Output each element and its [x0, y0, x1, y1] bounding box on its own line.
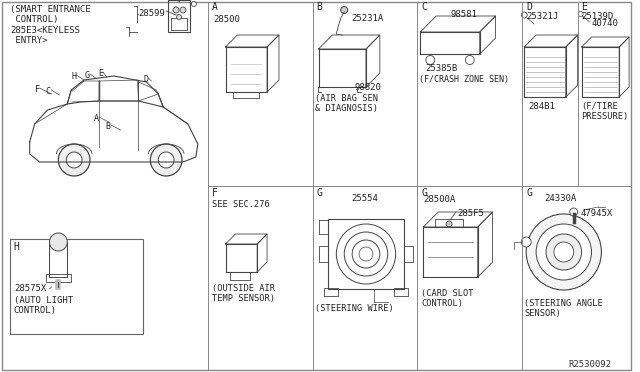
Bar [404, 246, 413, 262]
Text: H: H [71, 72, 76, 81]
Circle shape [150, 144, 182, 176]
Bar [328, 219, 404, 289]
Circle shape [570, 208, 578, 216]
Text: 98820: 98820 [354, 83, 381, 92]
Circle shape [554, 242, 573, 262]
Circle shape [521, 12, 527, 18]
Text: D: D [143, 75, 148, 84]
Text: 285E3<KEYLESS: 285E3<KEYLESS [10, 26, 80, 35]
Text: 25139D: 25139D [582, 12, 614, 21]
Text: & DIAGNOSIS): & DIAGNOSIS) [314, 104, 378, 113]
Text: (F/CRASH ZONE SEN): (F/CRASH ZONE SEN) [419, 75, 509, 84]
Text: (CARD SLOT: (CARD SLOT [421, 289, 474, 298]
Text: D: D [526, 2, 532, 12]
Bar [319, 246, 328, 262]
Circle shape [180, 7, 186, 13]
Text: 47945X: 47945X [580, 209, 613, 218]
Circle shape [340, 6, 348, 13]
Text: 28599: 28599 [138, 9, 165, 18]
Bar [394, 288, 408, 296]
Text: C: C [421, 2, 428, 12]
Circle shape [578, 12, 583, 16]
Text: A: A [94, 114, 99, 123]
Bar [324, 288, 339, 296]
Text: C: C [45, 87, 51, 96]
Text: B: B [106, 122, 111, 131]
Circle shape [536, 224, 591, 280]
Text: PRESSURE): PRESSURE) [582, 112, 629, 121]
Text: 25554: 25554 [351, 194, 378, 203]
Text: 24330A: 24330A [544, 194, 576, 203]
Text: R2530092: R2530092 [569, 360, 612, 369]
Text: CONTROL): CONTROL) [14, 306, 57, 315]
Text: F: F [35, 85, 40, 94]
Circle shape [546, 234, 582, 270]
Circle shape [191, 1, 196, 6]
Text: 25321J: 25321J [526, 12, 559, 21]
Text: (AUTO LIGHT: (AUTO LIGHT [14, 296, 73, 305]
Text: H: H [14, 242, 20, 252]
Bar [171, 18, 187, 30]
Bar [49, 242, 67, 277]
Text: F: F [212, 188, 218, 198]
Circle shape [465, 55, 474, 64]
Text: TEMP SENSOR): TEMP SENSOR) [212, 294, 275, 303]
Text: 25231A: 25231A [351, 14, 383, 23]
Circle shape [521, 237, 531, 247]
Bar [45, 274, 71, 282]
Circle shape [177, 15, 182, 19]
Bar [10, 239, 143, 334]
Text: B: B [317, 2, 323, 12]
Text: 98581: 98581 [450, 10, 477, 19]
Text: SEE SEC.276: SEE SEC.276 [212, 200, 269, 209]
Text: E: E [98, 69, 103, 78]
Text: 284B1: 284B1 [528, 102, 555, 111]
Circle shape [526, 214, 602, 290]
Text: G: G [85, 71, 90, 80]
Text: (STEERING WIRE): (STEERING WIRE) [314, 304, 394, 313]
Text: 28500A: 28500A [423, 195, 456, 204]
Text: 28575X: 28575X [14, 284, 46, 293]
Circle shape [446, 221, 452, 227]
Text: G: G [317, 188, 323, 198]
Text: 40740: 40740 [591, 19, 618, 28]
Text: 28500: 28500 [214, 15, 241, 24]
Circle shape [173, 7, 179, 13]
Text: G: G [421, 188, 428, 198]
Circle shape [67, 152, 82, 168]
Text: (STEERING ANGLE: (STEERING ANGLE [524, 299, 603, 308]
Text: G: G [526, 188, 532, 198]
Text: E: E [582, 2, 588, 12]
Text: SENSOR): SENSOR) [524, 309, 561, 318]
Circle shape [426, 55, 435, 64]
Text: CONTROL): CONTROL) [10, 15, 58, 24]
Text: A: A [212, 2, 218, 12]
Circle shape [158, 152, 174, 168]
Text: 25385B: 25385B [426, 64, 458, 73]
Circle shape [58, 144, 90, 176]
Text: (OUTSIDE AIR: (OUTSIDE AIR [212, 284, 275, 293]
Bar [319, 220, 328, 234]
Text: 285F5: 285F5 [457, 209, 484, 218]
Bar [168, 0, 190, 32]
Circle shape [49, 233, 67, 251]
Text: (F/TIRE: (F/TIRE [582, 102, 618, 111]
Text: (AIR BAG SEN: (AIR BAG SEN [314, 94, 378, 103]
Text: (SMART ENTRANCE: (SMART ENTRANCE [10, 5, 90, 14]
Text: CONTROL): CONTROL) [421, 299, 463, 308]
Text: ENTRY>: ENTRY> [10, 36, 47, 45]
